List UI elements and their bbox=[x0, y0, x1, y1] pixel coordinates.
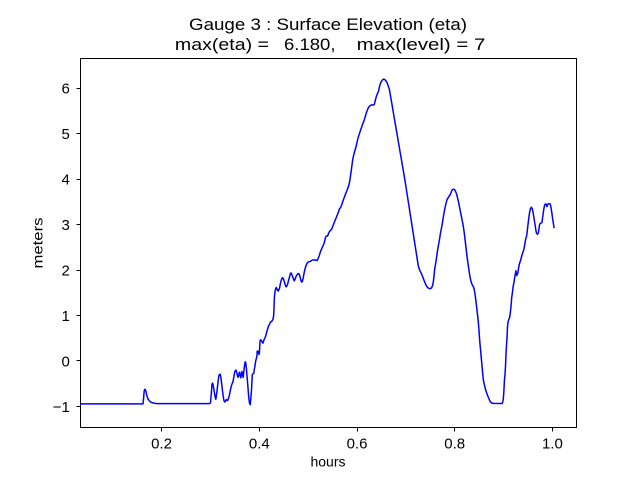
svg-text:Gauge 3 : Surface Elevation (e: Gauge 3 : Surface Elevation (eta) bbox=[189, 15, 467, 34]
svg-text:max(eta) =: max(eta) = bbox=[175, 35, 269, 54]
svg-text:0.2: 0.2 bbox=[151, 436, 172, 453]
svg-text:3: 3 bbox=[61, 217, 69, 234]
svg-text:0.4: 0.4 bbox=[249, 436, 270, 453]
svg-text:4: 4 bbox=[61, 172, 69, 189]
svg-text:meters: meters bbox=[30, 218, 46, 269]
svg-text:max(level) = 7: max(level) = 7 bbox=[357, 35, 486, 54]
svg-text:6.180,: 6.180, bbox=[284, 35, 336, 54]
svg-text:1.0: 1.0 bbox=[542, 436, 563, 453]
svg-text:0.8: 0.8 bbox=[444, 436, 465, 453]
svg-text:0.6: 0.6 bbox=[347, 436, 368, 453]
svg-text:2: 2 bbox=[61, 262, 69, 279]
svg-text:6: 6 bbox=[61, 81, 69, 98]
svg-text:hours: hours bbox=[310, 453, 345, 469]
svg-text:5: 5 bbox=[61, 126, 69, 143]
svg-text:1: 1 bbox=[61, 308, 69, 325]
svg-text:−1: −1 bbox=[53, 399, 70, 416]
svg-text:0: 0 bbox=[61, 353, 69, 370]
